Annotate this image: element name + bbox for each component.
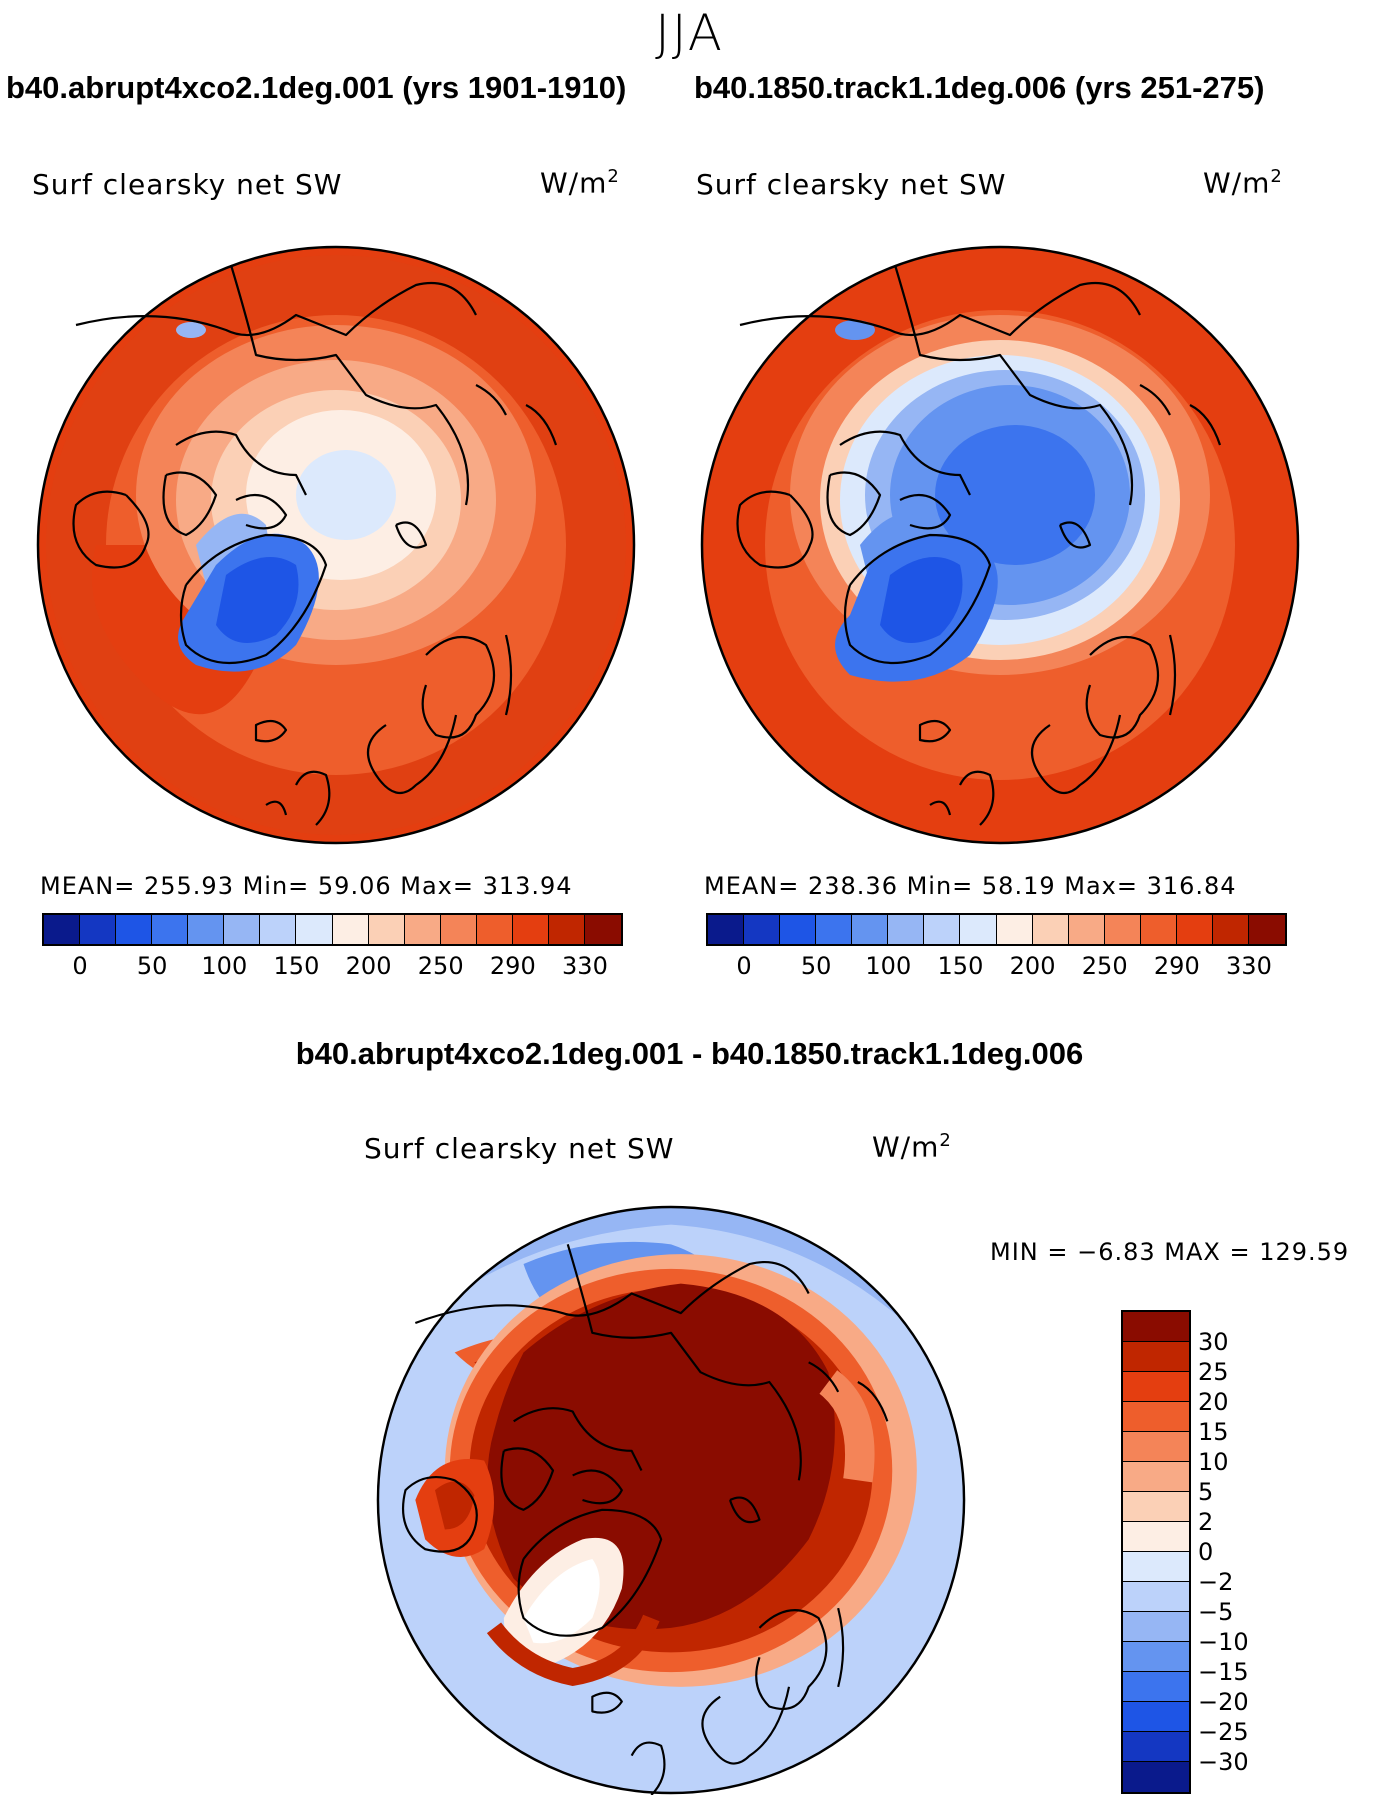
colorbar-box bbox=[296, 915, 333, 944]
season-title: JJA bbox=[655, 4, 724, 62]
difference-units: W/m2 bbox=[872, 1130, 952, 1164]
difference-polar-map bbox=[376, 1205, 966, 1795]
colorbar-box bbox=[960, 915, 997, 944]
colorbar-tick-label: 30 bbox=[1198, 1328, 1229, 1356]
colorbar-box bbox=[996, 915, 1033, 944]
colorbar-box bbox=[1104, 915, 1141, 944]
panel-1-stats: MEAN= 255.93 Min= 59.06 Max= 313.94 bbox=[40, 872, 573, 900]
colorbar-tick-label: 0 bbox=[1198, 1538, 1214, 1566]
colorbar-box bbox=[1123, 1402, 1189, 1432]
colorbar-tick-label: −2 bbox=[1198, 1568, 1234, 1596]
colorbar-box bbox=[1123, 1582, 1189, 1612]
colorbar-box bbox=[116, 915, 153, 944]
colorbar-tick-label: 290 bbox=[489, 952, 536, 980]
colorbar-box bbox=[1123, 1462, 1189, 1492]
colorbar-box bbox=[1123, 1762, 1189, 1792]
colorbar-tick-label: 150 bbox=[273, 952, 320, 980]
colorbar-box bbox=[368, 915, 405, 944]
colorbar-box bbox=[744, 915, 781, 944]
colorbar-tick-label: 100 bbox=[201, 952, 248, 980]
colorbar-tick-label: 5 bbox=[1198, 1478, 1214, 1506]
colorbar-box bbox=[584, 915, 621, 944]
colorbar-tick-label: 50 bbox=[136, 952, 168, 980]
colorbar-tick-label: 20 bbox=[1198, 1388, 1229, 1416]
panel-2-units: W/m2 bbox=[1203, 166, 1283, 200]
difference-title: b40.abrupt4xco2.1deg.001 - b40.1850.trac… bbox=[295, 1036, 1084, 1071]
colorbar-tick-label: −20 bbox=[1198, 1688, 1249, 1716]
colorbar-tick-label: 2 bbox=[1198, 1508, 1214, 1536]
colorbar-box bbox=[188, 915, 225, 944]
difference-variable-label: Surf clearsky net SW bbox=[364, 1132, 675, 1165]
difference-colorbar bbox=[1121, 1310, 1191, 1794]
colorbar-box bbox=[476, 915, 513, 944]
colorbar-tick-label: 10 bbox=[1198, 1448, 1229, 1476]
colorbar-box bbox=[1032, 915, 1069, 944]
colorbar-tick-label: 290 bbox=[1153, 952, 1200, 980]
colorbar-tick-label: 330 bbox=[562, 952, 608, 980]
colorbar-tick-label: 100 bbox=[865, 952, 912, 980]
colorbar-box bbox=[852, 915, 889, 944]
colorbar-tick-label: 15 bbox=[1198, 1418, 1229, 1446]
colorbar-box bbox=[1212, 915, 1249, 944]
colorbar-box bbox=[1123, 1522, 1189, 1552]
panel-1-colorbar bbox=[42, 913, 623, 946]
colorbar-box bbox=[1068, 915, 1105, 944]
panel-2-polar-map bbox=[700, 245, 1300, 845]
colorbar-tick-label: 0 bbox=[736, 952, 752, 980]
colorbar-box bbox=[548, 915, 585, 944]
colorbar-box bbox=[1123, 1312, 1189, 1342]
colorbar-tick-label: 250 bbox=[417, 952, 464, 980]
colorbar-box bbox=[44, 915, 81, 944]
colorbar-tick-label: 250 bbox=[1081, 952, 1128, 980]
colorbar-box bbox=[1123, 1642, 1189, 1672]
colorbar-tick-label: −25 bbox=[1198, 1718, 1249, 1746]
colorbar-box bbox=[1123, 1492, 1189, 1522]
difference-stats: MIN = −6.83 MAX = 129.59 bbox=[990, 1238, 1350, 1266]
colorbar-box bbox=[1123, 1672, 1189, 1702]
colorbar-box bbox=[1123, 1342, 1189, 1372]
panel-2-stats: MEAN= 238.36 Min= 58.19 Max= 316.84 bbox=[704, 872, 1237, 900]
colorbar-box bbox=[80, 915, 117, 944]
colorbar-box bbox=[224, 915, 261, 944]
colorbar-tick-label: −15 bbox=[1198, 1658, 1249, 1686]
colorbar-box bbox=[404, 915, 441, 944]
colorbar-tick-label: 150 bbox=[937, 952, 984, 980]
colorbar-box bbox=[1123, 1372, 1189, 1402]
colorbar-box bbox=[1123, 1702, 1189, 1732]
colorbar-tick-label: −10 bbox=[1198, 1628, 1249, 1656]
colorbar-box bbox=[780, 915, 817, 944]
colorbar-tick-label: 0 bbox=[72, 952, 88, 980]
panel-1-case-title: b40.abrupt4xco2.1deg.001 (yrs 1901-1910) bbox=[6, 70, 627, 105]
colorbar-tick-label: 25 bbox=[1198, 1358, 1229, 1386]
colorbar-box bbox=[888, 915, 925, 944]
panel-1-polar-map bbox=[36, 245, 636, 845]
colorbar-box bbox=[924, 915, 961, 944]
colorbar-box bbox=[1123, 1432, 1189, 1462]
colorbar-box bbox=[152, 915, 189, 944]
colorbar-box bbox=[260, 915, 297, 944]
panel-2-colorbar bbox=[706, 913, 1287, 946]
colorbar-tick-label: −5 bbox=[1198, 1598, 1234, 1626]
colorbar-box bbox=[1123, 1732, 1189, 1762]
colorbar-box bbox=[440, 915, 477, 944]
colorbar-box bbox=[1248, 915, 1285, 944]
colorbar-box bbox=[1140, 915, 1177, 944]
colorbar-box bbox=[1176, 915, 1213, 944]
colorbar-tick-label: 50 bbox=[800, 952, 832, 980]
panel-1-variable-label: Surf clearsky net SW bbox=[32, 168, 343, 201]
colorbar-tick-label: 200 bbox=[345, 952, 392, 980]
colorbar-box bbox=[512, 915, 549, 944]
colorbar-box bbox=[1123, 1612, 1189, 1642]
colorbar-tick-label: −30 bbox=[1198, 1748, 1249, 1776]
colorbar-box bbox=[816, 915, 853, 944]
colorbar-tick-label: 330 bbox=[1226, 952, 1272, 980]
colorbar-box bbox=[332, 915, 369, 944]
panel-2-variable-label: Surf clearsky net SW bbox=[696, 168, 1007, 201]
colorbar-box bbox=[708, 915, 745, 944]
panel-1-units: W/m2 bbox=[540, 166, 620, 200]
panel-2-case-title: b40.1850.track1.1deg.006 (yrs 251-275) bbox=[694, 70, 1265, 105]
colorbar-tick-label: 200 bbox=[1009, 952, 1056, 980]
colorbar-box bbox=[1123, 1552, 1189, 1582]
